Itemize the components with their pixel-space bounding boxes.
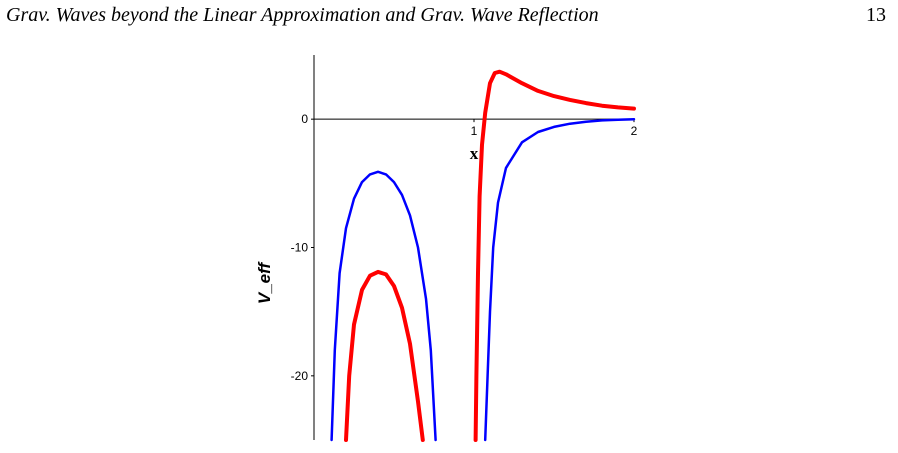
red-curve-segment-2 [473, 69, 636, 442]
curves [330, 69, 636, 442]
x-tick-label: 2 [631, 124, 638, 138]
y-tick-label: -10 [291, 241, 309, 255]
running-title: Grav. Waves beyond the Linear Approximat… [6, 4, 599, 26]
y-tick-label: 0 [301, 112, 308, 126]
ticks: 0 -10 -20 1 2 [291, 112, 638, 383]
page-number: 13 [866, 4, 886, 26]
blue-curve-segment-2 [483, 117, 636, 442]
blue-curve-segment-1 [330, 170, 437, 442]
y-axis-label: V_eff [255, 261, 274, 305]
x-tick-label: 1 [471, 124, 478, 138]
y-tick-label: -20 [291, 369, 309, 383]
x-axis-label: x [470, 144, 479, 163]
red-curve-segment-1 [344, 269, 425, 442]
axes [313, 55, 634, 440]
page-header: Grav. Waves beyond the Linear Approximat… [6, 4, 890, 34]
